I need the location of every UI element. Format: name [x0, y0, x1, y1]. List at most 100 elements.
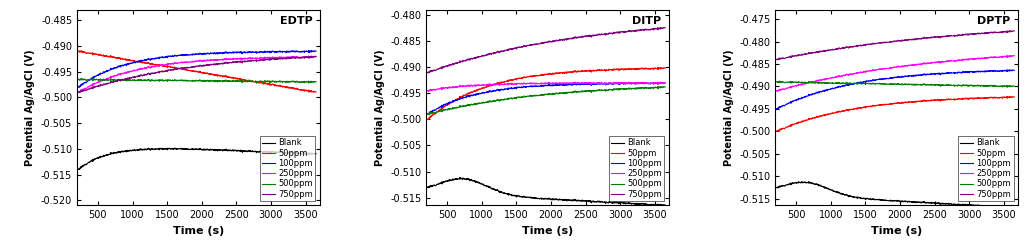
- Blank: [951, 203, 963, 206]
- Line: 750ppm: 750ppm: [777, 31, 1015, 60]
- 500ppm: [773, 79, 785, 82]
- Line: 500ppm: 500ppm: [428, 86, 665, 115]
- 500ppm: [436, 109, 448, 112]
- Blank: [73, 168, 85, 171]
- 50ppm: [626, 67, 638, 70]
- 500ppm: [72, 78, 84, 81]
- 100ppm: [626, 82, 638, 85]
- 50ppm: [72, 49, 84, 52]
- 500ppm: [1008, 85, 1021, 88]
- 250ppm: [574, 81, 586, 84]
- 50ppm: [421, 118, 434, 121]
- Y-axis label: Potential Ag/AgCl (V): Potential Ag/AgCl (V): [26, 49, 35, 166]
- 750ppm: [217, 62, 229, 65]
- 250ppm: [559, 81, 572, 84]
- Blank: [909, 200, 921, 203]
- 500ppm: [224, 79, 236, 82]
- 750ppm: [224, 61, 236, 64]
- 250ppm: [436, 87, 448, 90]
- 500ppm: [785, 81, 798, 84]
- 750ppm: [915, 37, 927, 40]
- 100ppm: [771, 107, 783, 110]
- 500ppm: [421, 113, 434, 116]
- 500ppm: [309, 80, 322, 83]
- Line: 750ppm: 750ppm: [428, 27, 665, 73]
- 50ppm: [785, 123, 798, 127]
- Line: Blank: Blank: [428, 177, 665, 206]
- 500ppm: [87, 78, 100, 81]
- 250ppm: [915, 62, 927, 65]
- 50ppm: [1000, 95, 1013, 98]
- Text: DITP: DITP: [632, 16, 661, 26]
- 500ppm: [217, 79, 229, 82]
- 750ppm: [423, 71, 435, 74]
- 50ppm: [224, 76, 236, 79]
- 750ppm: [559, 38, 572, 41]
- X-axis label: Time (s): Time (s): [871, 226, 922, 236]
- Blank: [421, 185, 434, 188]
- Line: 100ppm: 100ppm: [777, 70, 1015, 109]
- 50ppm: [75, 49, 87, 52]
- 100ppm: [566, 83, 579, 86]
- Legend: Blank, 50ppm, 100ppm, 250ppm, 500ppm, 750ppm: Blank, 50ppm, 100ppm, 250ppm, 500ppm, 75…: [958, 136, 1014, 201]
- Blank: [436, 181, 448, 184]
- 750ppm: [1007, 29, 1020, 32]
- 100ppm: [253, 51, 265, 54]
- 50ppm: [659, 67, 671, 70]
- 500ppm: [626, 87, 638, 90]
- 50ppm: [652, 66, 664, 69]
- Blank: [278, 151, 290, 154]
- 250ppm: [73, 91, 85, 94]
- 50ppm: [253, 81, 265, 84]
- Blank: [796, 180, 808, 183]
- Line: 250ppm: 250ppm: [428, 82, 665, 91]
- 50ppm: [309, 90, 322, 93]
- Line: 500ppm: 500ppm: [78, 78, 316, 83]
- Line: Blank: Blank: [777, 182, 1015, 208]
- 750ppm: [1008, 29, 1021, 33]
- 750ppm: [421, 71, 434, 74]
- 500ppm: [659, 85, 671, 88]
- Blank: [453, 176, 466, 179]
- 250ppm: [72, 91, 84, 94]
- 100ppm: [211, 51, 223, 54]
- 100ppm: [915, 73, 927, 76]
- 500ppm: [278, 80, 290, 83]
- Blank: [1001, 207, 1014, 210]
- 250ppm: [211, 58, 223, 61]
- 100ppm: [217, 51, 229, 54]
- 250ppm: [217, 58, 229, 61]
- Line: Blank: Blank: [78, 148, 316, 169]
- 50ppm: [421, 118, 434, 121]
- 250ppm: [909, 63, 921, 66]
- 250ppm: [976, 57, 988, 60]
- 100ppm: [309, 50, 322, 53]
- 100ppm: [436, 104, 448, 107]
- Line: 50ppm: 50ppm: [78, 51, 316, 92]
- 750ppm: [659, 26, 671, 29]
- 500ppm: [423, 113, 435, 116]
- 750ppm: [602, 33, 615, 36]
- 250ppm: [659, 81, 671, 84]
- 250ppm: [771, 89, 783, 92]
- 100ppm: [951, 72, 963, 75]
- 100ppm: [423, 113, 435, 116]
- 50ppm: [771, 130, 783, 133]
- 500ppm: [922, 83, 934, 86]
- 50ppm: [909, 100, 921, 103]
- 750ppm: [922, 36, 934, 39]
- 750ppm: [785, 55, 798, 58]
- Blank: [309, 152, 322, 155]
- 750ppm: [951, 34, 963, 37]
- 750ppm: [309, 55, 322, 58]
- Line: 250ppm: 250ppm: [78, 56, 316, 92]
- 750ppm: [659, 26, 671, 29]
- 100ppm: [224, 51, 236, 54]
- Y-axis label: Potential Ag/AgCl (V): Potential Ag/AgCl (V): [374, 49, 384, 166]
- 500ppm: [951, 84, 963, 87]
- 250ppm: [771, 90, 783, 93]
- 50ppm: [211, 73, 223, 76]
- 750ppm: [305, 55, 318, 58]
- 750ppm: [771, 58, 783, 61]
- 250ppm: [253, 57, 265, 60]
